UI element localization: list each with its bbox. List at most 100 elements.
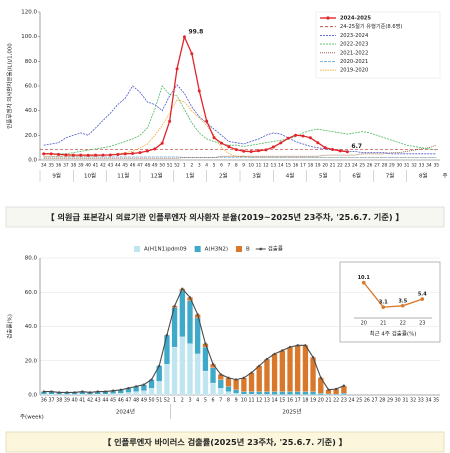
x-tick-label: 37 [48,398,54,404]
point [65,391,69,394]
point [101,153,105,157]
x-tick-label: 15 [285,163,291,169]
x-tick-label: 39 [64,398,70,404]
point [64,153,68,157]
x-tick-label: 41 [79,398,85,404]
x-tick-label: 39 [78,163,84,169]
bar-segment [294,391,301,395]
bar-segment [340,393,347,395]
point [242,376,246,380]
x-tick-label: 5 [204,398,207,404]
period-label: 2025년 [282,408,301,416]
x-tick-label: 46 [130,163,136,169]
x-tick-label: 12 [256,398,262,404]
point [227,145,231,149]
point [286,136,290,140]
bar-segment [171,346,178,396]
x-tick-label: 52 [174,163,180,169]
x-tick-label: 29 [387,398,393,404]
data-label: 10.1 [358,275,371,281]
month-label: 4월 [286,172,295,180]
x-tick-label: 10 [241,398,247,404]
y-tick-label: 60.0 [25,290,38,296]
x-tick-label: 31 [402,398,408,404]
caption-box [5,206,445,228]
point [116,152,120,156]
bar-segment [256,391,263,395]
x-tick-label: 5 [213,163,216,169]
bar-segment [164,334,170,365]
x-tick-label: 19 [310,398,316,404]
bar-segment [194,353,201,396]
point [42,390,46,393]
legend-label: 24-25절기 유행기준(8.6명) [340,22,402,30]
bar-segment [179,336,186,396]
point [197,89,201,93]
y-tick-label: 40.0 [25,108,38,114]
x-tick-label: 16 [287,398,293,404]
bar-segment [294,345,301,392]
point [94,153,98,157]
caption-box [5,431,445,453]
point [150,378,153,381]
point [196,313,199,316]
x-tick-label: 16 [293,163,299,169]
point [219,373,222,376]
bar-segment [310,391,316,395]
x-tick-label: 2 [181,398,184,404]
x-tick-label: 47 [125,398,131,404]
point [316,141,320,145]
point [111,389,115,392]
bar-segment [264,358,270,392]
x-tick-label: 38 [71,163,77,169]
x-tick-label: 30 [396,163,402,169]
point [212,136,216,140]
y-tick-label: 20.0 [25,133,38,139]
x-tick-label: 13 [264,398,270,404]
point [104,390,107,393]
bar-segment [148,388,155,396]
x-axis-title: 주(week) [20,414,44,421]
point [71,153,75,157]
y-tick-label: 120.0 [21,10,37,16]
bar-segment [287,346,293,392]
point [265,357,269,361]
bar-segment [187,343,193,396]
x-tick-label: 51 [156,398,162,404]
x-tick-label: 35 [433,398,439,404]
point [331,148,335,152]
month-label: 3월 [252,172,261,180]
legend-label: 2021-2022 [340,50,368,56]
bar-segment [287,391,293,395]
bar-segment [279,391,286,395]
legend-box [315,11,441,79]
x-tick-label: 7 [227,163,230,169]
x-tick-label: 17 [295,398,301,404]
point [96,390,99,393]
bar-segment [164,364,170,396]
point [205,119,209,123]
month-label: 12월 [151,172,163,180]
x-tick-label: 15 [279,398,285,404]
x-tick-label: 27 [372,398,378,404]
x-tick-label: 32 [411,163,417,169]
x-tick-label: 42 [100,163,106,169]
point [273,352,276,356]
x-tick-label: 23 [345,163,351,169]
x-tick-label: 21 [380,321,386,327]
x-tick-label: 47 [137,163,143,169]
point [301,134,305,138]
point [188,296,192,299]
x-tick-label: 19 [315,163,321,169]
x-tick-label: 1 [173,398,176,404]
bar-segment [94,394,101,396]
x-tick-label: 18 [308,163,314,169]
point [342,384,346,387]
data-label: 6.7 [351,143,362,150]
point [145,149,149,153]
point [327,388,330,391]
point [123,152,127,156]
bar-segment [233,393,240,396]
x-tick-label: 23 [341,398,347,404]
x-tick-label: 4 [196,398,199,404]
